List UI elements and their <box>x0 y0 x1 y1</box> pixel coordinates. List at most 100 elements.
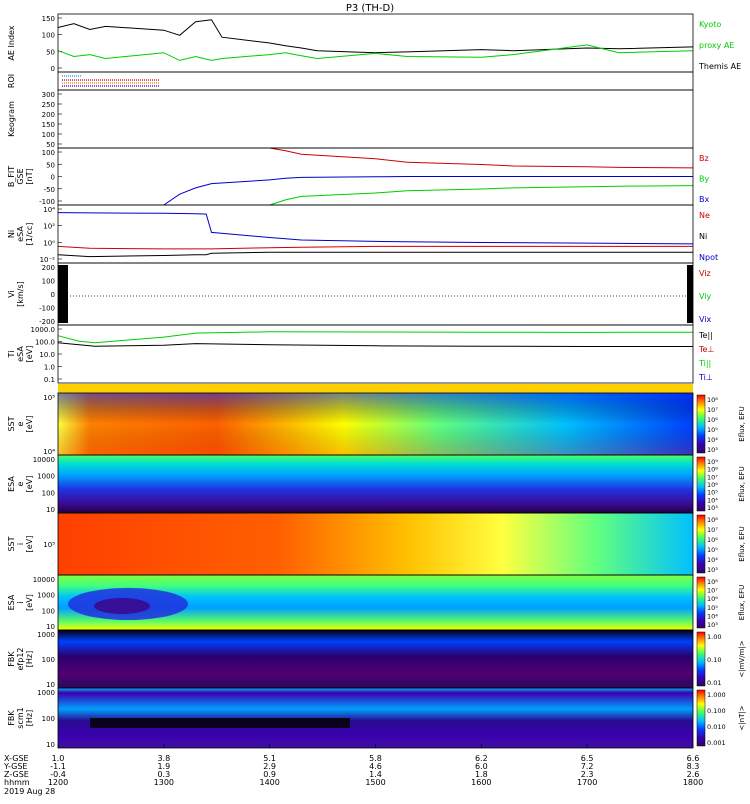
y-tick-label: 100 <box>42 278 55 286</box>
colorbar-tick-label: 10⁸ <box>707 578 718 586</box>
x-axis-value: 6.0 <box>475 762 488 771</box>
legend-entry: Ti⊥ <box>698 373 713 382</box>
y-tick-label: 10 <box>46 623 55 631</box>
legend-entry: Te⊥ <box>698 345 714 354</box>
colorbar-tick-label: 0.01 <box>707 679 721 687</box>
x-axis-value: 6.2 <box>475 754 488 763</box>
panel-ylabel: Vi <box>7 290 16 298</box>
panel-fbk_b: FBK scm1 [Hz] 10 100 1000 <box>7 689 62 749</box>
panel-ylabel: [eV] <box>25 346 34 363</box>
colorbar-tick-label: 10⁷ <box>707 587 718 595</box>
legend-entry: Vix <box>699 315 712 324</box>
panel-ylabel: [Hz] <box>25 710 34 726</box>
x-axis-value: 1200 <box>48 778 68 787</box>
y-tick-label: 10⁰ <box>43 239 55 247</box>
y-tick-label: 10 <box>46 506 55 514</box>
y-tick-label: 10² <box>43 223 55 231</box>
panel-ylabel: ESA <box>7 594 16 610</box>
colorbar-label: Eflux, EFU <box>738 466 746 501</box>
colorbar-tick-label: 10⁵ <box>707 489 718 497</box>
panel-ylabel: Ni <box>7 230 16 238</box>
colorbar-tick-label: 10⁴ <box>707 556 718 564</box>
series-ni <box>57 251 693 258</box>
series-bz <box>269 147 694 169</box>
colorbar-tick-label: 10⁵ <box>707 426 718 434</box>
colorbar-tick-label: 10⁴ <box>707 496 718 504</box>
colorbar-tick-label: 10⁷ <box>707 473 718 481</box>
colorbar-tick-label: 10⁴ <box>707 436 718 444</box>
esa-i-blob-core <box>94 598 150 614</box>
legend-entry: Npot <box>699 253 718 262</box>
colorbar-tick-label: 10⁶ <box>707 481 718 489</box>
date-label: 2019 Aug 28 <box>4 787 55 796</box>
x-axis-value: 1.9 <box>157 762 170 771</box>
x-axis-value: 3.8 <box>157 754 170 763</box>
y-tick-label: 0 <box>51 65 55 73</box>
x-row-label-hhmm: hhmm <box>4 778 30 787</box>
colorbar-tick-label: 10³ <box>707 566 718 574</box>
panel-ylabel: i <box>16 601 25 603</box>
legend-entry: Ni <box>699 232 707 241</box>
colorbar-label: Eflux, EFU <box>738 585 746 620</box>
panel-ti: Ti eSA [eV] 0.1 1.0 10.0 100.0 1000.0 Te|| Te⊥ Ti|… <box>7 326 714 384</box>
y-tick-label: 10 <box>46 681 55 689</box>
series-te- <box>57 342 693 347</box>
y-tick-label: 1000.0 <box>31 326 56 334</box>
vi-left-bar <box>58 265 68 323</box>
x-axis-value: 5.8 <box>369 754 382 763</box>
series-ne <box>57 245 693 250</box>
panel-ylabel: efp12 <box>16 648 25 671</box>
colorbar-label: Eflux, EFU <box>738 526 746 561</box>
y-tick-label: 250 <box>42 101 55 109</box>
y-tick-label: 10⁻² <box>40 256 56 264</box>
y-tick-label: 1000 <box>37 592 55 600</box>
colorbar <box>696 456 706 512</box>
x-axis-value: 4.6 <box>369 762 382 771</box>
y-tick-label: 1.0 <box>44 364 55 372</box>
colorbar <box>696 514 706 574</box>
x-row-label-xgse: X-GSE <box>4 754 29 763</box>
panel-ylabel: e <box>16 421 25 426</box>
x-axis-value: 0.3 <box>157 770 170 779</box>
y-tick-label: 50 <box>46 48 55 56</box>
legend-entry: Bz <box>699 154 709 163</box>
colorbar-tick-label: 10³ <box>707 621 718 629</box>
colorbar-tick-label: 0.100 <box>707 707 726 715</box>
legend-entry: Ti|| <box>698 359 711 368</box>
legend-entry: Viy <box>699 292 712 301</box>
panel-ylabel: SST <box>7 416 16 431</box>
y-tick-label: 10⁴ <box>43 206 55 214</box>
panel-bfit: B_FIT GSE [nT] -100 -50 0 50 100 Bz By Bx <box>7 149 709 206</box>
panel-ylabel: [1/cc] <box>25 223 34 246</box>
panel-ylabel: [eV] <box>25 476 34 493</box>
y-tick-label: 10 <box>46 741 55 749</box>
spectrogram-sst_e-overlay <box>58 393 693 455</box>
panel-ylabel: FBK <box>7 710 16 726</box>
panel-esa_i: ESA i [eV] 10 100 1000 10000 <box>7 576 62 631</box>
panel-ae: AE Index 0 50 100 150 Kyoto proxy AE Themis AE <box>7 15 741 73</box>
y-tick-label: 0 <box>51 291 55 299</box>
colorbar <box>696 576 706 629</box>
panel-ylabel: FBK <box>7 651 16 667</box>
x-axis-value: 2.3 <box>581 770 594 779</box>
panel-ylabel: Ti <box>7 351 16 359</box>
x-axis-value: 0.9 <box>263 770 276 779</box>
y-tick-label: 10⁵ <box>43 394 55 402</box>
vi-right-bar <box>687 265 693 323</box>
colorbar-tick-label: 10³ <box>707 446 718 454</box>
colorbar-tick-label: 10⁶ <box>707 536 718 544</box>
legend-entry: Te|| <box>698 331 713 340</box>
panel-ylabel: ROI <box>7 74 16 88</box>
colorbar-tick-label: 1.000 <box>707 691 726 699</box>
x-axis-value: 8.3 <box>687 762 700 771</box>
y-tick-label: 10⁵ <box>43 541 55 549</box>
colorbar-tick-label: 0.10 <box>707 656 721 664</box>
panel-ylabel: e <box>16 481 25 486</box>
colorbar-tick-label: 10⁸ <box>707 466 718 474</box>
y-tick-label: 50 <box>46 141 55 149</box>
panel-ylabel: [km/s] <box>16 281 25 307</box>
colorbar-tick-label: 10⁶ <box>707 416 718 424</box>
y-tick-label: 50 <box>46 161 55 169</box>
legend-entry: Ne <box>699 211 710 220</box>
x-axis-value: 1500 <box>365 778 385 787</box>
